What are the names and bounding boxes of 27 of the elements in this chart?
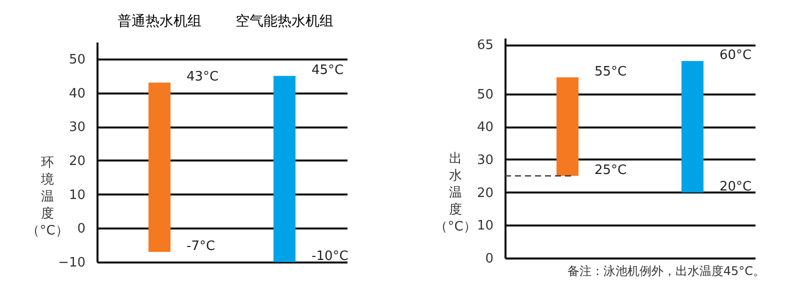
- y-tick-label: 50: [476, 87, 494, 102]
- text: 备注：泳池机例外，出水温度45°C。: [567, 264, 765, 278]
- annotation: 20°C: [720, 179, 752, 194]
- y-tick-label: 50: [68, 52, 86, 68]
- annotation: 43°C: [186, 70, 219, 85]
- x-tick-label: 普通热水机组: [118, 12, 202, 30]
- x-tick-label: 空气能热水机组: [236, 14, 334, 30]
- y-tick-label: 40: [68, 86, 86, 102]
- y-tick-label: −10: [58, 256, 86, 270]
- annotation: 25°C: [594, 162, 627, 178]
- y-tick-label: 20: [476, 186, 494, 201]
- annotation: 60°C: [720, 48, 752, 63]
- y-tick-label: 10: [476, 218, 494, 234]
- y-tick-label: 0: [485, 252, 494, 266]
- y-tick-label: 30: [476, 152, 494, 168]
- annotation: 55°C: [594, 64, 627, 80]
- annotation: -7°C: [186, 238, 216, 254]
- y-axis-title: 出水温度（°C）: [434, 152, 476, 234]
- annotation: -10°C: [312, 249, 348, 264]
- y-tick-label: 10: [68, 188, 86, 203]
- y-tick-label: 40: [476, 120, 494, 136]
- y-axis-title: 环境温度（°C）: [26, 156, 68, 238]
- y-tick-label: 20: [68, 154, 86, 169]
- y-tick-label: 0: [77, 222, 86, 237]
- y-tick-label: 30: [68, 120, 86, 136]
- y-tick-label: 65: [476, 38, 494, 54]
- annotation: 45°C: [312, 62, 344, 78]
